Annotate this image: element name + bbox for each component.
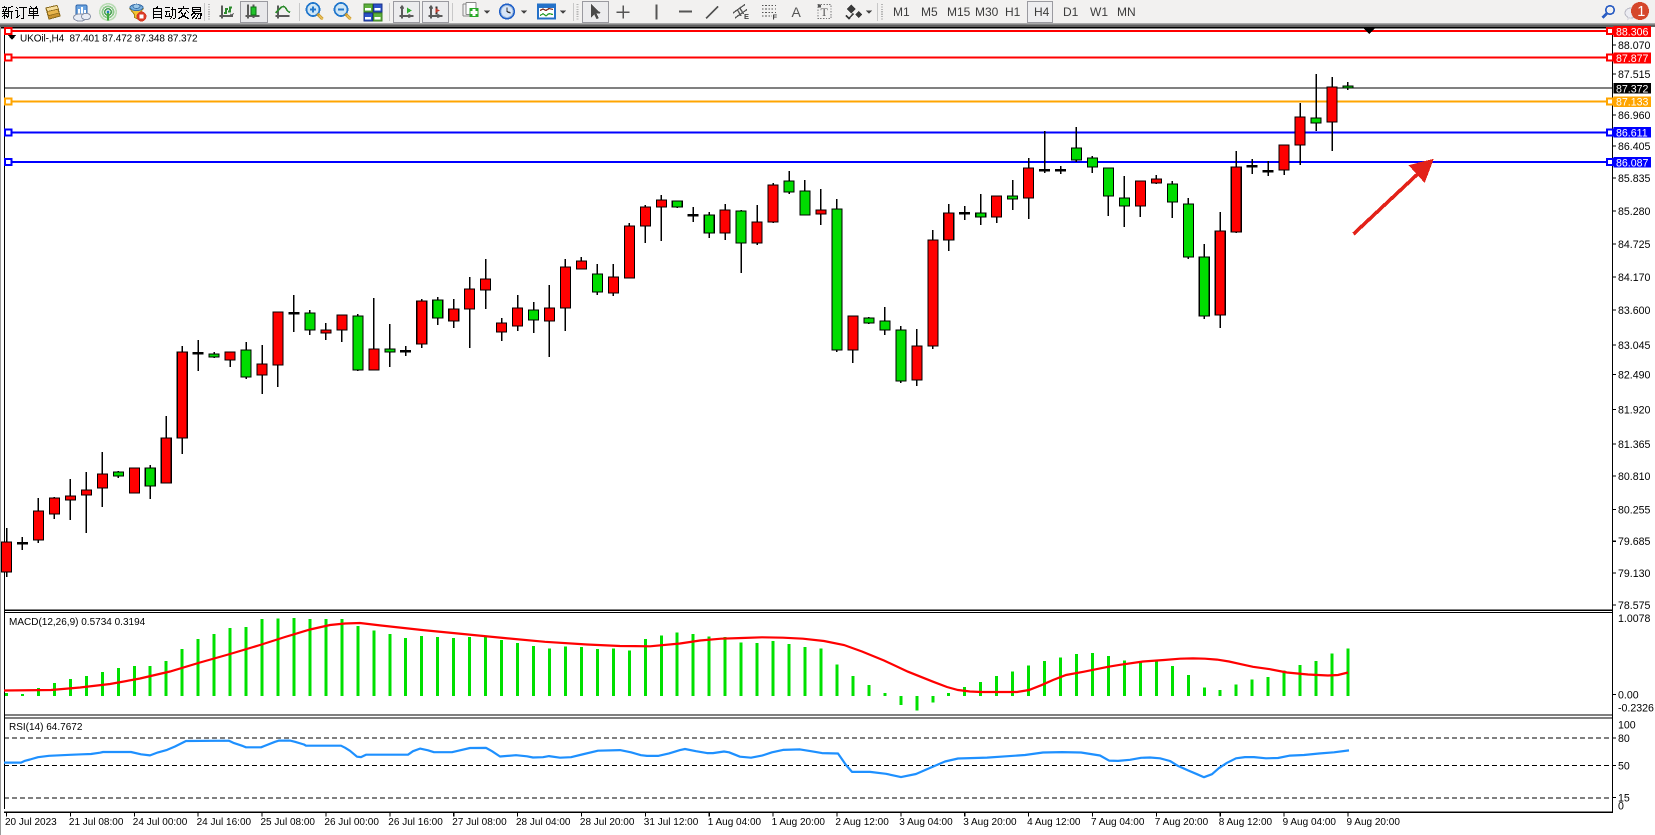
svg-text:4 Aug 12:00: 4 Aug 12:00 <box>1027 817 1081 828</box>
svg-text:83.600: 83.600 <box>1618 305 1651 317</box>
svg-text:79.130: 79.130 <box>1618 568 1651 580</box>
svg-text:81.365: 81.365 <box>1618 439 1651 451</box>
svg-text:85.280: 85.280 <box>1618 206 1651 218</box>
svg-text:27 Jul 08:00: 27 Jul 08:00 <box>452 817 507 828</box>
svg-text:79.685: 79.685 <box>1618 536 1651 548</box>
svg-text:86.087: 86.087 <box>1616 157 1649 169</box>
svg-text:M15: M15 <box>947 5 971 19</box>
svg-text:28 Jul 04:00: 28 Jul 04:00 <box>516 817 571 828</box>
svg-text:88.306: 88.306 <box>1616 27 1649 39</box>
svg-text:RSI(14) 64.7672: RSI(14) 64.7672 <box>9 722 83 733</box>
svg-text:31 Jul 12:00: 31 Jul 12:00 <box>644 817 699 828</box>
svg-text:W1: W1 <box>1090 5 1108 19</box>
svg-text:3 Aug 20:00: 3 Aug 20:00 <box>963 817 1017 828</box>
svg-text:T: T <box>821 5 829 19</box>
svg-text:82.490: 82.490 <box>1618 370 1651 382</box>
svg-text:0.00: 0.00 <box>1618 690 1639 702</box>
svg-text:28 Jul 20:00: 28 Jul 20:00 <box>580 817 635 828</box>
svg-text:50: 50 <box>1618 761 1630 773</box>
svg-text:9 Aug 04:00: 9 Aug 04:00 <box>1283 817 1337 828</box>
svg-text:15: 15 <box>1618 793 1630 805</box>
svg-text:A: A <box>792 4 802 20</box>
svg-text:1 Aug 20:00: 1 Aug 20:00 <box>772 817 826 828</box>
svg-text:87.133: 87.133 <box>1616 97 1649 109</box>
svg-text:24 Jul 00:00: 24 Jul 00:00 <box>133 817 188 828</box>
svg-text:0: 0 <box>1618 801 1624 813</box>
svg-text:87.515: 87.515 <box>1618 69 1651 81</box>
svg-text:25 Jul 08:00: 25 Jul 08:00 <box>261 817 316 828</box>
svg-text:D1: D1 <box>1063 5 1079 19</box>
svg-text:MACD(12,26,9) 0.5734 0.3194: MACD(12,26,9) 0.5734 0.3194 <box>9 617 146 628</box>
svg-text:1 Aug 04:00: 1 Aug 04:00 <box>708 817 762 828</box>
svg-text:H4: H4 <box>1034 5 1050 19</box>
svg-text:7 Aug 20:00: 7 Aug 20:00 <box>1155 817 1209 828</box>
svg-text:81.920: 81.920 <box>1618 404 1651 416</box>
svg-text:8 Aug 12:00: 8 Aug 12:00 <box>1219 817 1273 828</box>
svg-text:M5: M5 <box>921 5 938 19</box>
svg-text:84.725: 84.725 <box>1618 239 1651 251</box>
svg-text:M1: M1 <box>893 5 910 19</box>
svg-text:26 Jul 00:00: 26 Jul 00:00 <box>324 817 379 828</box>
svg-text:1.0078: 1.0078 <box>1618 613 1651 625</box>
svg-text:80: 80 <box>1618 733 1630 745</box>
svg-text:80.255: 80.255 <box>1618 504 1651 516</box>
svg-text:7 Aug 04:00: 7 Aug 04:00 <box>1091 817 1145 828</box>
svg-text:MN: MN <box>1117 5 1136 19</box>
svg-text:M30: M30 <box>975 5 999 19</box>
svg-text:21 Jul 08:00: 21 Jul 08:00 <box>69 817 124 828</box>
svg-text:2 Aug 12:00: 2 Aug 12:00 <box>835 817 889 828</box>
svg-text:24 Jul 16:00: 24 Jul 16:00 <box>197 817 252 828</box>
svg-text:H1: H1 <box>1005 5 1021 19</box>
svg-text:87.372: 87.372 <box>1616 83 1649 95</box>
svg-text:80.810: 80.810 <box>1618 471 1651 483</box>
svg-text:87.877: 87.877 <box>1616 53 1649 65</box>
svg-text:26 Jul 16:00: 26 Jul 16:00 <box>388 817 443 828</box>
svg-text:86.960: 86.960 <box>1618 110 1651 122</box>
svg-text:78.575: 78.575 <box>1618 600 1651 612</box>
svg-text:9 Aug 20:00: 9 Aug 20:00 <box>1347 817 1401 828</box>
svg-text:20 Jul 2023: 20 Jul 2023 <box>5 817 57 828</box>
svg-text:1: 1 <box>1637 4 1645 20</box>
svg-text:86.405: 86.405 <box>1618 141 1651 153</box>
svg-text:F: F <box>773 13 778 22</box>
svg-text:83.045: 83.045 <box>1618 340 1651 352</box>
svg-text:UKOil-,H4 87.401 87.472 87.34: UKOil-,H4 87.401 87.472 87.348 87.372 <box>20 34 198 45</box>
svg-text:84.170: 84.170 <box>1618 272 1651 284</box>
svg-text:E: E <box>744 12 749 21</box>
svg-text:88.070: 88.070 <box>1618 40 1651 52</box>
svg-text:100: 100 <box>1618 720 1636 732</box>
svg-text:86.611: 86.611 <box>1616 127 1648 139</box>
svg-text:3 Aug 04:00: 3 Aug 04:00 <box>899 817 953 828</box>
svg-text:-0.2326: -0.2326 <box>1618 703 1654 715</box>
svg-text:85.835: 85.835 <box>1618 173 1651 185</box>
